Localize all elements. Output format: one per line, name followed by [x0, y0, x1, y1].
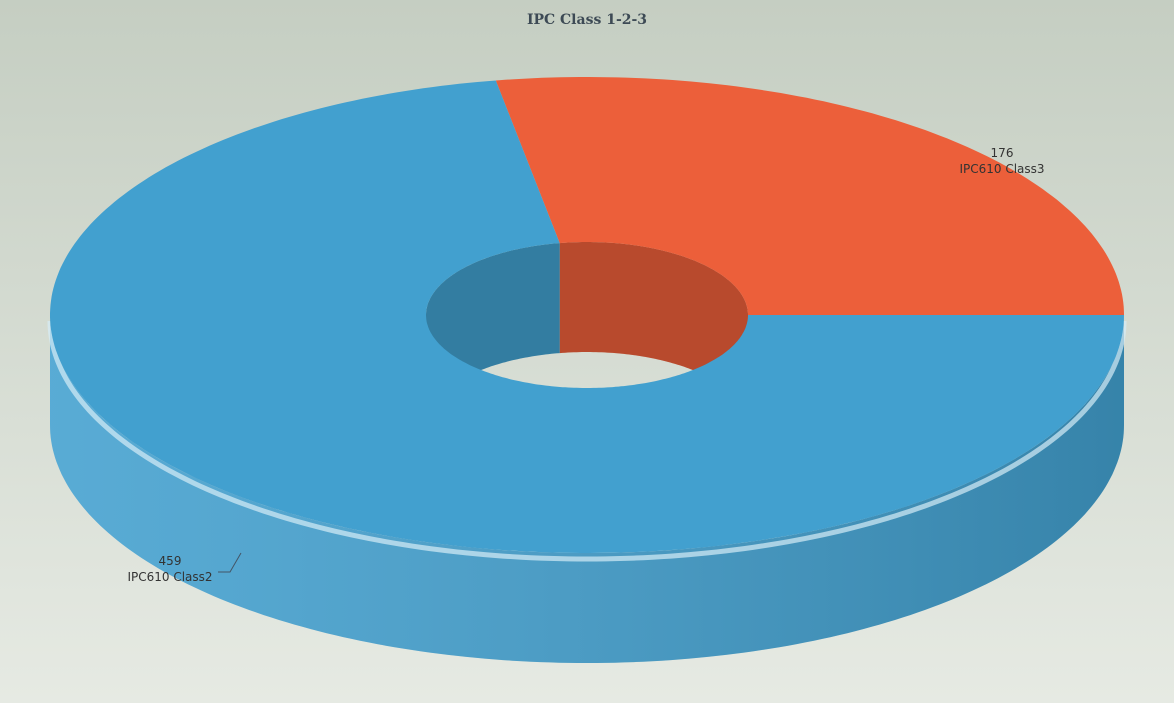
slice-side-shade: [50, 315, 1124, 663]
category-label: IPC610 Class3: [959, 162, 1044, 176]
slice: [495, 77, 1124, 315]
chart-title: IPC Class 1-2-3: [527, 12, 647, 28]
category-label: IPC610 Class2: [127, 570, 212, 584]
rim: [47, 320, 1127, 562]
data-label: 176: [991, 146, 1014, 160]
slice-inner-wall: [559, 242, 748, 425]
data-label: 459: [159, 554, 182, 568]
leader-line: [218, 552, 242, 573]
slice: [50, 80, 1124, 553]
slice-inner-shade: [559, 242, 748, 425]
plot: 176 IPC610 Class3 459 IPC610 Class2: [47, 77, 1127, 663]
